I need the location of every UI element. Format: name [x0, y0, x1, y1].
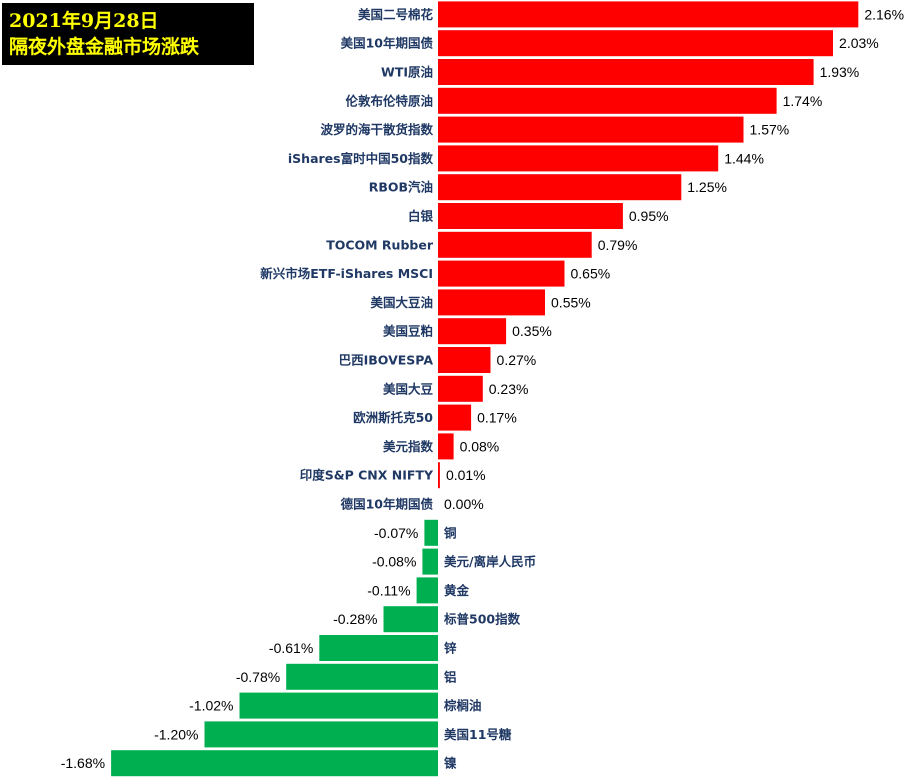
category-label-14: 欧洲斯托克50 — [353, 410, 433, 425]
value-label-24: -1.02% — [189, 698, 233, 714]
category-label-3: 伦敦布伦特原油 — [345, 93, 433, 108]
value-label-5: 1.44% — [724, 150, 764, 166]
bar-19 — [422, 548, 438, 575]
category-label-19: 美元/离岸人民币 — [444, 554, 536, 569]
category-label-0: 美国二号棉花 — [358, 7, 434, 22]
category-label-26: 镍 — [444, 756, 457, 771]
category-label-21: 标普500指数 — [443, 612, 521, 627]
category-label-17: 德国10年期国债 — [341, 497, 434, 512]
title-box: 2021年9月28日 隔夜外盘金融市场涨跌 — [2, 3, 254, 65]
value-label-1: 2.03% — [839, 35, 879, 51]
bar-22 — [319, 635, 438, 661]
value-label-22: -0.61% — [269, 640, 313, 656]
bar-14 — [438, 404, 472, 431]
bar-16 — [438, 462, 440, 489]
value-label-20: -0.11% — [367, 582, 410, 598]
bar-7 — [438, 203, 623, 229]
value-label-18: -0.07% — [374, 525, 418, 541]
value-label-19: -0.08% — [372, 554, 416, 570]
chart-title: 隔夜外盘金融市场涨跌 — [9, 36, 200, 58]
category-label-13: 美国大豆 — [383, 381, 434, 396]
value-label-9: 0.65% — [570, 266, 610, 282]
value-label-11: 0.35% — [512, 323, 552, 339]
bar-24 — [239, 692, 438, 719]
value-label-26: -1.68% — [61, 755, 105, 771]
bar-26 — [111, 750, 438, 777]
value-label-17: 0.00% — [444, 496, 484, 512]
category-label-11: 美国豆粕 — [383, 324, 433, 339]
bar-13 — [438, 375, 483, 402]
value-label-25: -1.20% — [154, 726, 198, 742]
bar-15 — [438, 433, 454, 460]
value-label-6: 1.25% — [687, 179, 727, 195]
value-label-15: 0.08% — [460, 438, 500, 454]
category-label-7: 白银 — [408, 209, 434, 224]
value-label-3: 1.74% — [783, 93, 823, 109]
category-label-6: RBOB汽油 — [369, 180, 433, 195]
category-label-4: 波罗的海干散货指数 — [320, 122, 433, 137]
category-label-1: 美国10年期国债 — [341, 36, 434, 51]
bar-11 — [438, 318, 507, 345]
bar-6 — [438, 174, 682, 201]
category-label-10: 美国大豆油 — [370, 295, 433, 310]
value-label-4: 1.57% — [750, 122, 790, 138]
bar-3 — [438, 87, 777, 114]
value-label-10: 0.55% — [551, 294, 591, 310]
value-label-12: 0.27% — [497, 352, 537, 368]
category-label-12: 巴西IBOVESPA — [339, 353, 434, 368]
bar-8 — [438, 231, 592, 258]
value-label-7: 0.95% — [629, 208, 669, 224]
bar-18 — [424, 519, 438, 546]
bar-10 — [438, 289, 545, 316]
bar-23 — [286, 663, 438, 690]
category-label-15: 美元指数 — [383, 439, 434, 454]
bar-2 — [438, 59, 814, 85]
value-label-21: -0.28% — [333, 611, 377, 627]
category-label-9: 新兴市场ETF-iShares MSCI — [260, 266, 433, 281]
category-label-24: 棕榈油 — [443, 698, 482, 713]
value-label-2: 1.93% — [820, 64, 860, 80]
category-label-8: TOCOM Rubber — [326, 237, 434, 252]
value-label-14: 0.17% — [477, 410, 517, 426]
value-label-16: 0.01% — [446, 467, 486, 483]
bar-20 — [416, 577, 438, 604]
category-label-23: 铝 — [444, 669, 457, 684]
bar-9 — [438, 260, 565, 287]
category-label-18: 铜 — [444, 525, 457, 540]
value-label-0: 2.16% — [864, 6, 904, 22]
value-label-13: 0.23% — [489, 381, 529, 397]
bar-4 — [438, 116, 744, 143]
bar-25 — [204, 721, 438, 748]
bar-0 — [438, 1, 859, 28]
category-label-5: iShares富时中国50指数 — [288, 151, 434, 166]
category-label-2: WTI原油 — [381, 65, 433, 80]
bar-5 — [438, 145, 719, 172]
chart-date: 2021年9月28日 — [9, 10, 159, 32]
value-label-8: 0.79% — [598, 237, 638, 253]
category-label-16: 印度S&P CNX NIFTY — [300, 468, 434, 483]
bar-21 — [383, 606, 438, 633]
category-label-25: 美国11号糖 — [444, 727, 512, 742]
value-label-23: -0.78% — [236, 669, 280, 685]
category-label-22: 锌 — [444, 641, 457, 656]
bar-12 — [438, 347, 491, 373]
bar-1 — [438, 30, 833, 57]
category-label-20: 黄金 — [444, 583, 470, 598]
